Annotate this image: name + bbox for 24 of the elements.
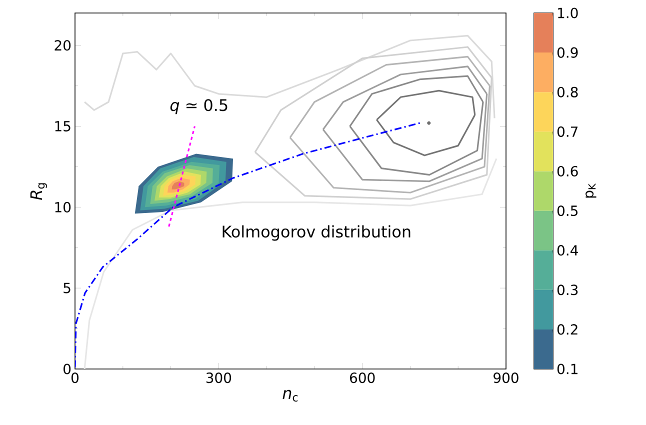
y-axis-title: R$_{g}$: [30, 183, 47, 200]
color-bar-label: 0.5: [557, 205, 578, 216]
x-tick-label: 300: [206, 372, 232, 384]
y-tick-label: 10: [55, 202, 71, 212]
annotation: Kolmogorov distribution: [222, 225, 410, 241]
x-axis-title: n$_{c}$: [282, 390, 298, 402]
annotation: q ≃ 0.5: [170, 99, 228, 114]
color-bar-label: 0.1: [557, 364, 578, 374]
color-bar-label: 1.0: [558, 8, 578, 18]
x-tick-label: 900: [494, 372, 518, 384]
color-bar-label: 0.2: [557, 324, 578, 335]
color-bar-title: p$_{K}$: [586, 183, 596, 198]
y-tick-label: 20: [54, 40, 71, 51]
color-bar-label: 0.3: [557, 284, 578, 296]
color-bar-label: 0.6: [557, 166, 578, 176]
y-tick-label: 15: [55, 121, 70, 132]
color-bar-label: 0.8: [557, 86, 578, 98]
y-tick-label: 0: [64, 364, 71, 374]
color-bar-label: 0.9: [557, 47, 578, 58]
x-tick-label: 0: [71, 372, 79, 384]
color-bar-label: 0.7: [557, 126, 578, 137]
x-tick-label: 600: [350, 372, 375, 384]
color-bar-label: 0.4: [557, 245, 578, 256]
y-tick-label: 5: [64, 282, 70, 294]
